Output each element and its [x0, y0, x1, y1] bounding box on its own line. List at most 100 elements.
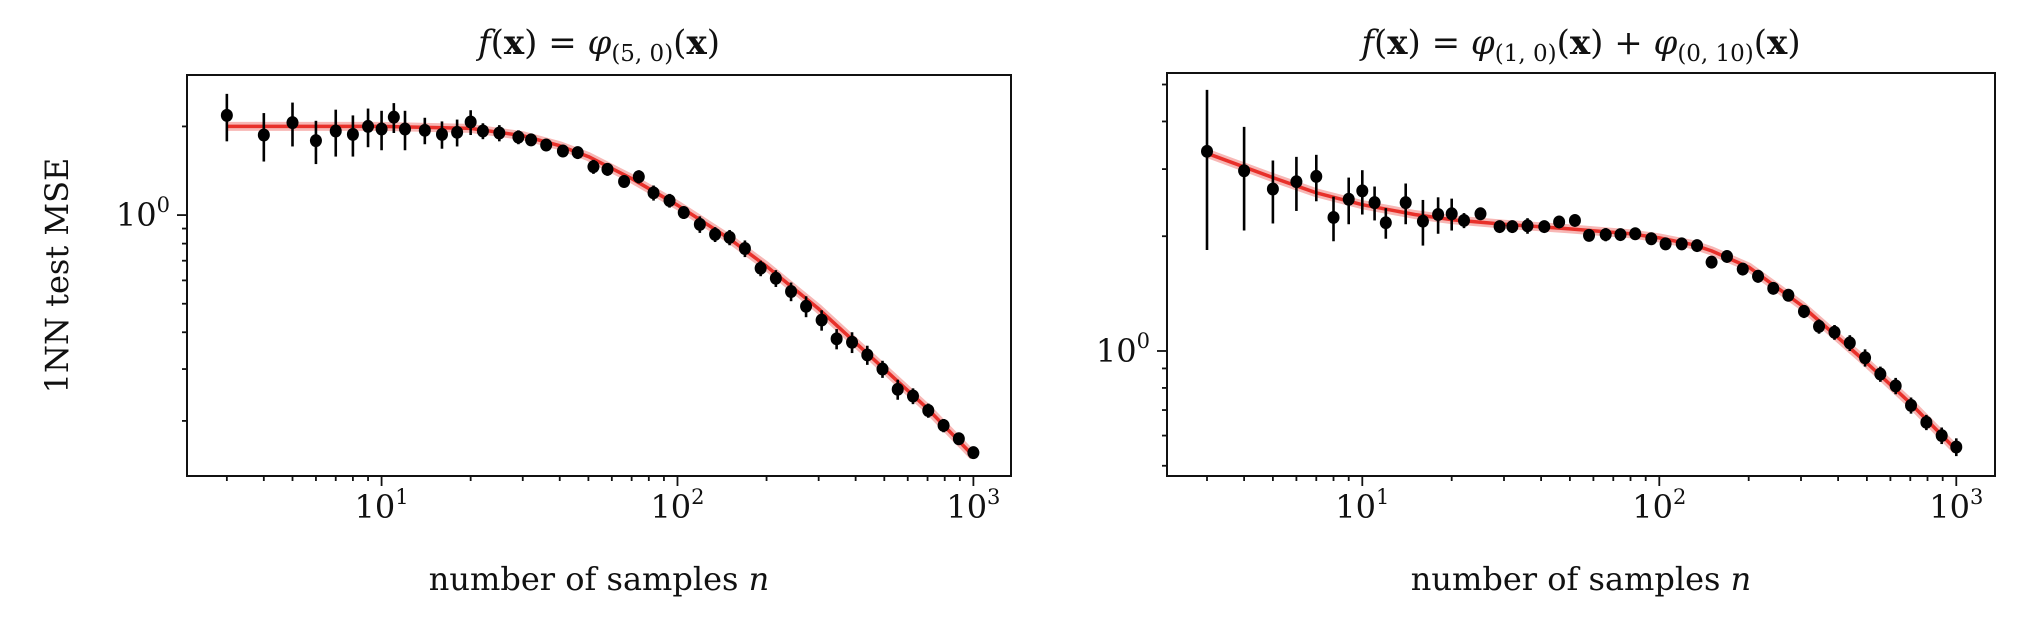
- data-point: [1645, 232, 1658, 246]
- data-point: [754, 261, 767, 275]
- data-point: [1432, 208, 1445, 222]
- tick-marks: [1157, 83, 1958, 486]
- data-point: [632, 170, 645, 184]
- data-point: [677, 206, 690, 220]
- data-point: [1356, 184, 1369, 198]
- data-point: [1599, 228, 1612, 242]
- data-point: [1445, 207, 1458, 221]
- x-tick-label: 102: [1632, 485, 1686, 526]
- y-axis-label: 1NN test MSE: [38, 158, 76, 394]
- title-part: x: [504, 23, 525, 63]
- data-point: [1889, 379, 1902, 393]
- data-point: [922, 403, 935, 417]
- data-point: [1705, 255, 1718, 269]
- tick-base: 10: [1929, 488, 1970, 526]
- data-point: [1874, 367, 1887, 381]
- chart-title: f(x) = φ(5, 0)(x): [475, 23, 720, 67]
- tick-base: 10: [1096, 332, 1137, 370]
- data-point: [876, 362, 889, 376]
- data-point: [1859, 351, 1872, 365]
- tick-exponent: 2: [1673, 485, 1686, 509]
- data-point: [1457, 213, 1470, 227]
- data-point: [525, 133, 538, 147]
- title-part: ) =: [1408, 23, 1471, 63]
- x-axis-label-variable: n: [749, 560, 770, 598]
- tick-exponent: 0: [1137, 329, 1150, 353]
- data-point: [220, 108, 233, 122]
- data-point: [967, 446, 980, 460]
- tick-exponent: 1: [395, 485, 408, 509]
- data-point: [362, 119, 375, 133]
- data-point: [1342, 192, 1355, 206]
- x-tick-label: 102: [650, 485, 704, 526]
- title-part: x: [1387, 23, 1408, 63]
- data-point: [286, 116, 299, 130]
- data-point: [571, 146, 584, 160]
- data-point: [257, 128, 270, 142]
- title-part: x: [1570, 23, 1591, 63]
- data-point: [1553, 215, 1566, 229]
- data-point: [512, 130, 525, 144]
- data-point: [1691, 239, 1704, 253]
- data-point: [387, 110, 400, 124]
- data-point: [1950, 440, 1963, 454]
- x-axis-label: number of samples n: [1411, 560, 1751, 598]
- data-point: [556, 144, 569, 158]
- chart-title: f(x) = φ(1, 0)(x) + φ(0, 10)(x): [1358, 23, 1800, 67]
- fit-line: [226, 124, 975, 458]
- data-point: [1659, 237, 1672, 251]
- data-point: [861, 348, 874, 362]
- data-point: [937, 418, 950, 432]
- data-point: [1752, 269, 1765, 283]
- tick-base: 10: [946, 488, 987, 526]
- tick-marks: [177, 125, 975, 486]
- tick-exponent: 3: [987, 485, 1000, 509]
- data-point: [1583, 228, 1596, 242]
- data-series: [220, 93, 980, 460]
- title-part: x: [686, 23, 707, 63]
- data-point: [618, 175, 631, 189]
- data-series: [1201, 89, 1963, 457]
- data-point: [309, 134, 322, 148]
- title-part: (1, 0): [1495, 41, 1557, 67]
- title-part: ) +: [1590, 23, 1653, 63]
- data-point: [464, 115, 477, 129]
- x-axis-label-text: number of samples: [429, 560, 749, 598]
- title-part: ) =: [524, 23, 587, 63]
- title-part: (: [1754, 23, 1767, 63]
- data-point: [815, 313, 828, 327]
- data-point: [399, 122, 412, 136]
- axes-frame: [186, 74, 1012, 477]
- data-point: [1720, 249, 1733, 263]
- data-point: [1614, 228, 1627, 242]
- data-point: [800, 299, 813, 313]
- data-point: [830, 332, 843, 346]
- tick-base: 10: [116, 196, 157, 234]
- data-point: [1521, 219, 1534, 233]
- data-point: [709, 227, 722, 241]
- x-axis-label-text: number of samples: [1411, 560, 1731, 598]
- data-point: [1310, 169, 1323, 183]
- data-point: [435, 127, 448, 141]
- data-point: [1767, 281, 1780, 295]
- tick-base: 10: [355, 488, 396, 526]
- data-point: [1327, 210, 1340, 224]
- data-point: [1506, 220, 1519, 234]
- data-point: [693, 217, 706, 231]
- data-point: [329, 124, 342, 138]
- data-point: [1368, 196, 1381, 210]
- axes-frame: [1166, 72, 1996, 477]
- title-part: (5, 0): [611, 41, 673, 67]
- data-point: [647, 186, 660, 200]
- title-part: ): [1787, 23, 1800, 63]
- data-point: [1782, 288, 1795, 302]
- title-part: x: [1767, 23, 1788, 63]
- data-point: [846, 335, 859, 349]
- tick-exponent: 0: [157, 193, 170, 217]
- data-point: [1238, 164, 1251, 178]
- data-point: [1493, 220, 1506, 234]
- tick-base: 10: [1632, 488, 1673, 526]
- data-point: [663, 194, 676, 208]
